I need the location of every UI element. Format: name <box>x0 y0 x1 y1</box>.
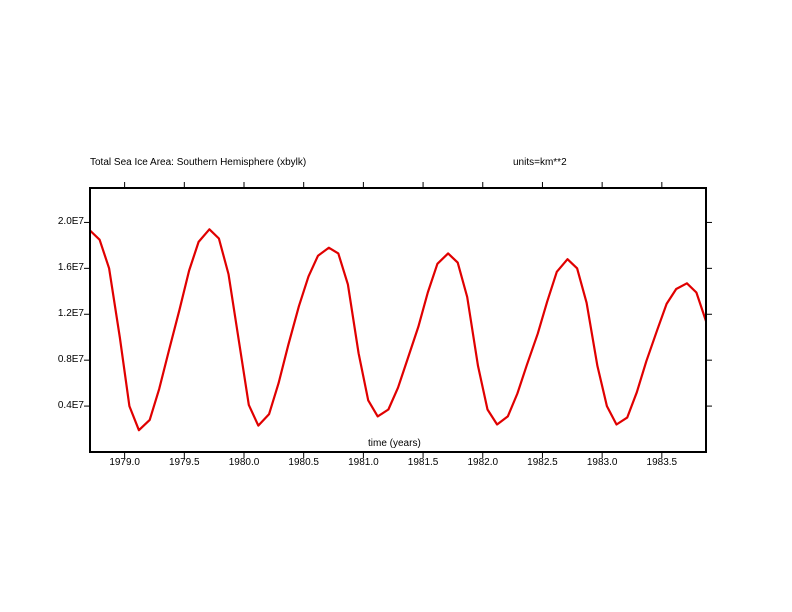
chart-title: Total Sea Ice Area: Southern Hemisphere … <box>90 157 307 168</box>
units-label: units=km**2 <box>513 157 567 168</box>
axis-ticks <box>84 182 712 458</box>
x-tick-label: 1981.0 <box>348 457 379 468</box>
x-axis-label: time (years) <box>368 438 421 449</box>
plot-frame <box>89 187 707 453</box>
x-tick-label: 1982.0 <box>467 457 499 468</box>
x-tick-label: 1982.5 <box>527 457 558 468</box>
y-tick-label: 1.2E7 <box>57 308 84 320</box>
x-tick-label: 1980.0 <box>228 457 260 468</box>
x-tick-label: 1979.0 <box>109 457 140 468</box>
x-tick-label: 1983.0 <box>586 457 618 468</box>
x-tick-label: 1981.5 <box>407 457 439 468</box>
x-tick-label: 1983.5 <box>646 457 678 468</box>
series-points <box>89 228 707 431</box>
y-tick-label: 2.0E7 <box>57 216 84 228</box>
y-tick-label: 0.4E7 <box>57 400 84 412</box>
series-line <box>89 228 708 432</box>
x-tick-label: 1980.5 <box>288 457 319 468</box>
y-tick-label: 0.8E7 <box>57 354 84 366</box>
x-tick-label: 1979.5 <box>169 457 200 468</box>
y-tick-label: 1.6E7 <box>57 262 84 274</box>
